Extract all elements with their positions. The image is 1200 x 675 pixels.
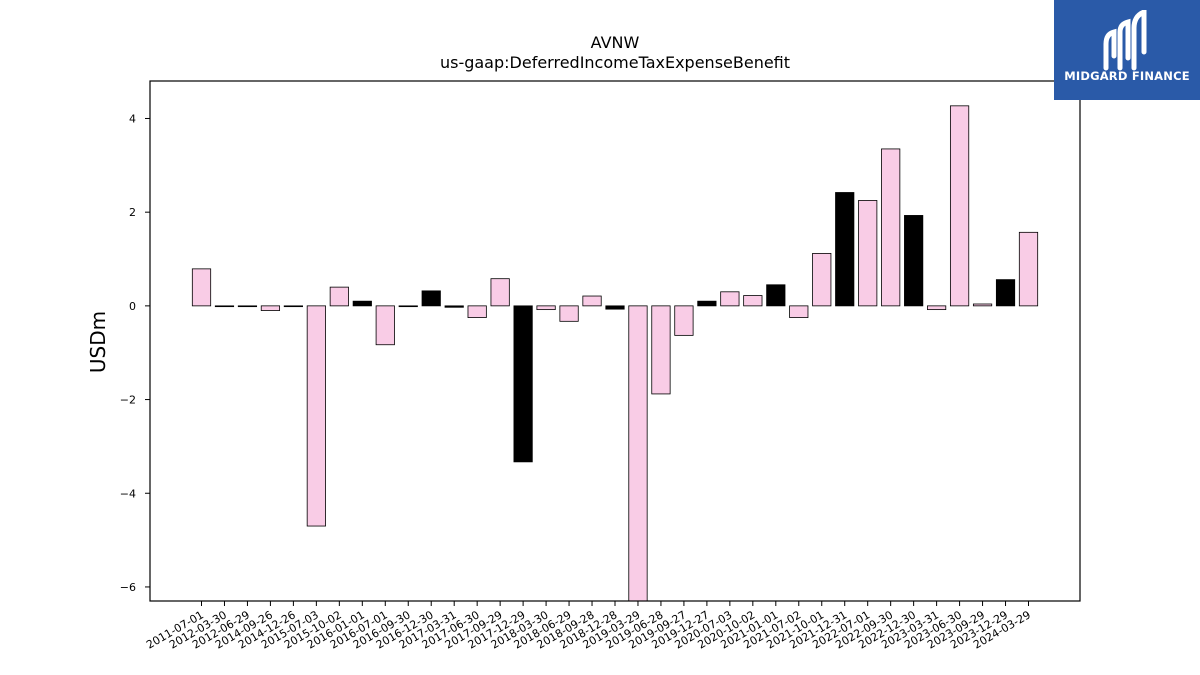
y-tick-label: 2 [129,206,136,219]
bar-2024-03-29 [1018,231,1039,307]
bar-2018-12-28 [605,305,625,310]
y-tick-label: 0 [129,300,136,313]
y-axis: −6 −4 −2 0 2 4 [120,112,150,594]
bar-2012-06-29 [237,305,258,308]
bar-2017-12-29 [513,305,533,463]
bar-2021-01-01 [766,284,786,307]
bar-2015-07-03 [306,305,326,527]
chart-subtitle: us-gaap:DeferredIncomeTaxExpenseBenefit [440,53,790,72]
bar-2019-06-28 [651,305,671,395]
bar-2022-09-30 [881,148,901,307]
y-tick-label: 4 [129,112,136,125]
bar-2017-06-30 [467,305,487,318]
bar-2023-03-31 [927,305,947,311]
bar-2014-12-26 [283,305,303,308]
bar-2021-07-02 [789,305,809,318]
bar-2015-10-02 [329,286,349,307]
bar-2011-07-01 [191,268,212,307]
plot-frame [149,80,1081,602]
y-tick-label: −2 [120,394,136,407]
bar-2018-06-29 [559,305,579,322]
bar-2021-10-01 [812,252,832,307]
bar-2019-03-29 [628,305,648,602]
x-axis: 2011-07-012012-03-302012-06-292014-09-26… [144,601,1033,652]
bar-2019-09-27 [674,305,694,336]
midgard-finance-logo: MIDGARD FINANCE [1054,0,1200,100]
y-axis-label: USDm [86,311,110,373]
bar-2022-07-01 [858,200,878,307]
bar-2016-07-01 [375,305,395,346]
bar-2020-07-03 [720,291,740,307]
bar-2017-03-31 [444,305,464,308]
bar-group [191,105,1039,602]
bar-2021-12-31 [835,192,855,307]
bar-2019-12-27 [697,300,717,307]
y-tick-label: −6 [120,581,136,594]
bar-2014-09-26 [260,305,281,311]
bar-2020-10-02 [743,295,763,307]
bar-2016-01-01 [352,300,372,307]
bar-2016-09-30 [398,305,418,308]
logo-text: MIDGARD FINANCE [1064,69,1190,83]
bar-2018-09-28 [582,295,602,307]
bar-2023-06-30 [949,105,970,307]
bar-2018-03-30 [536,305,556,311]
bar-2023-12-29 [995,279,1016,307]
bar-2023-09-29 [972,303,993,307]
bar-2016-12-30 [421,290,441,307]
midgard-logo-icon [1103,10,1147,71]
y-tick-label: −4 [120,487,136,500]
bar-2017-09-29 [490,278,510,307]
bar-2012-03-30 [214,305,235,308]
chart-title: AVNW [591,33,640,52]
bar-2022-12-30 [904,215,924,307]
